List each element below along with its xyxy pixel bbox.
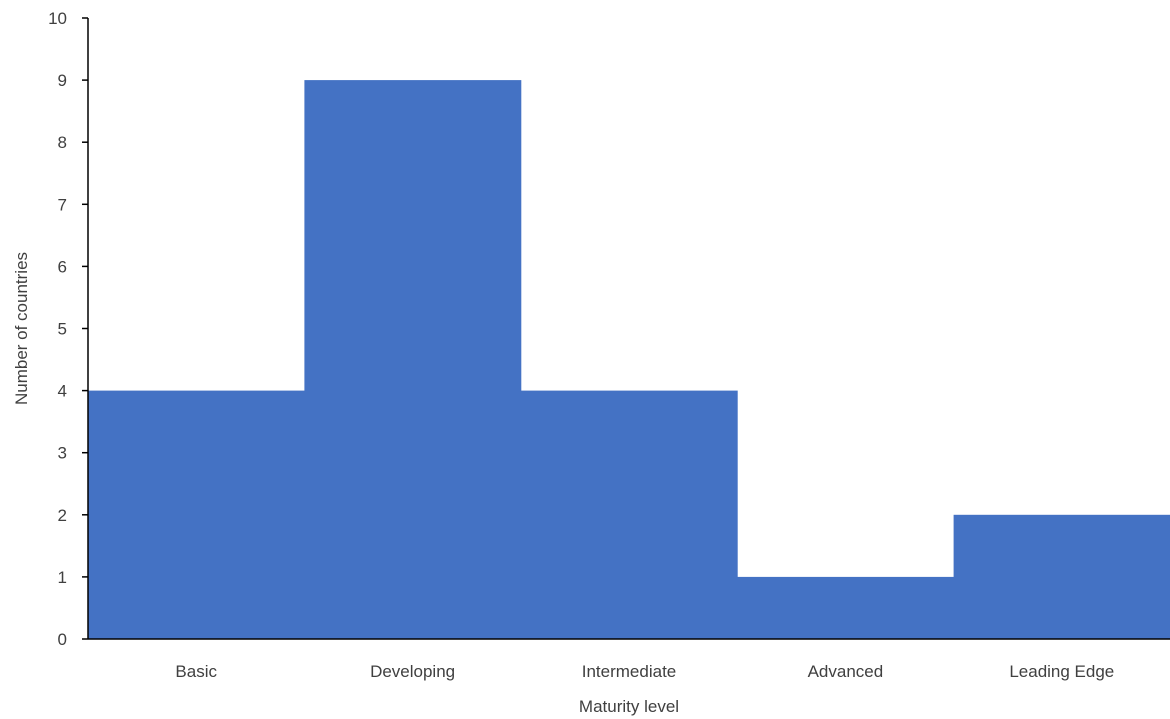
y-tick-label: 1	[58, 568, 67, 587]
x-tick-label: Advanced	[808, 662, 884, 681]
x-tick-label: Leading Edge	[1009, 662, 1114, 681]
y-tick-label: 0	[58, 630, 67, 649]
y-tick-label: 10	[48, 9, 67, 28]
y-tick-label: 2	[58, 506, 67, 525]
bar-developing	[304, 80, 522, 640]
axes-layer	[82, 17, 1170, 640]
x-tick-labels: Basic Developing Intermediate Advanced Leadi…	[175, 662, 1114, 681]
y-tick-label: 8	[58, 133, 67, 152]
y-axis-title: Number of countries	[12, 252, 31, 405]
x-tick-label: Intermediate	[582, 662, 677, 681]
bar-leading-edge	[953, 514, 1170, 639]
y-tick-labels: 0 1 2 3 4 5 6 7 8 9 10	[48, 9, 67, 649]
y-tick-label: 5	[58, 320, 67, 339]
bar-basic	[88, 390, 305, 639]
x-tick-label: Basic	[175, 662, 217, 681]
y-tick-label: 4	[58, 382, 67, 401]
y-tick-label: 3	[58, 444, 67, 463]
y-tick-label: 6	[58, 257, 67, 276]
bars-layer	[88, 80, 1170, 640]
bar-intermediate	[520, 390, 738, 639]
bar-advanced	[737, 576, 955, 639]
y-tick-label: 7	[58, 195, 67, 214]
x-tick-label: Developing	[370, 662, 455, 681]
y-tick-label: 9	[58, 71, 67, 90]
x-axis-title: Maturity level	[579, 697, 679, 716]
